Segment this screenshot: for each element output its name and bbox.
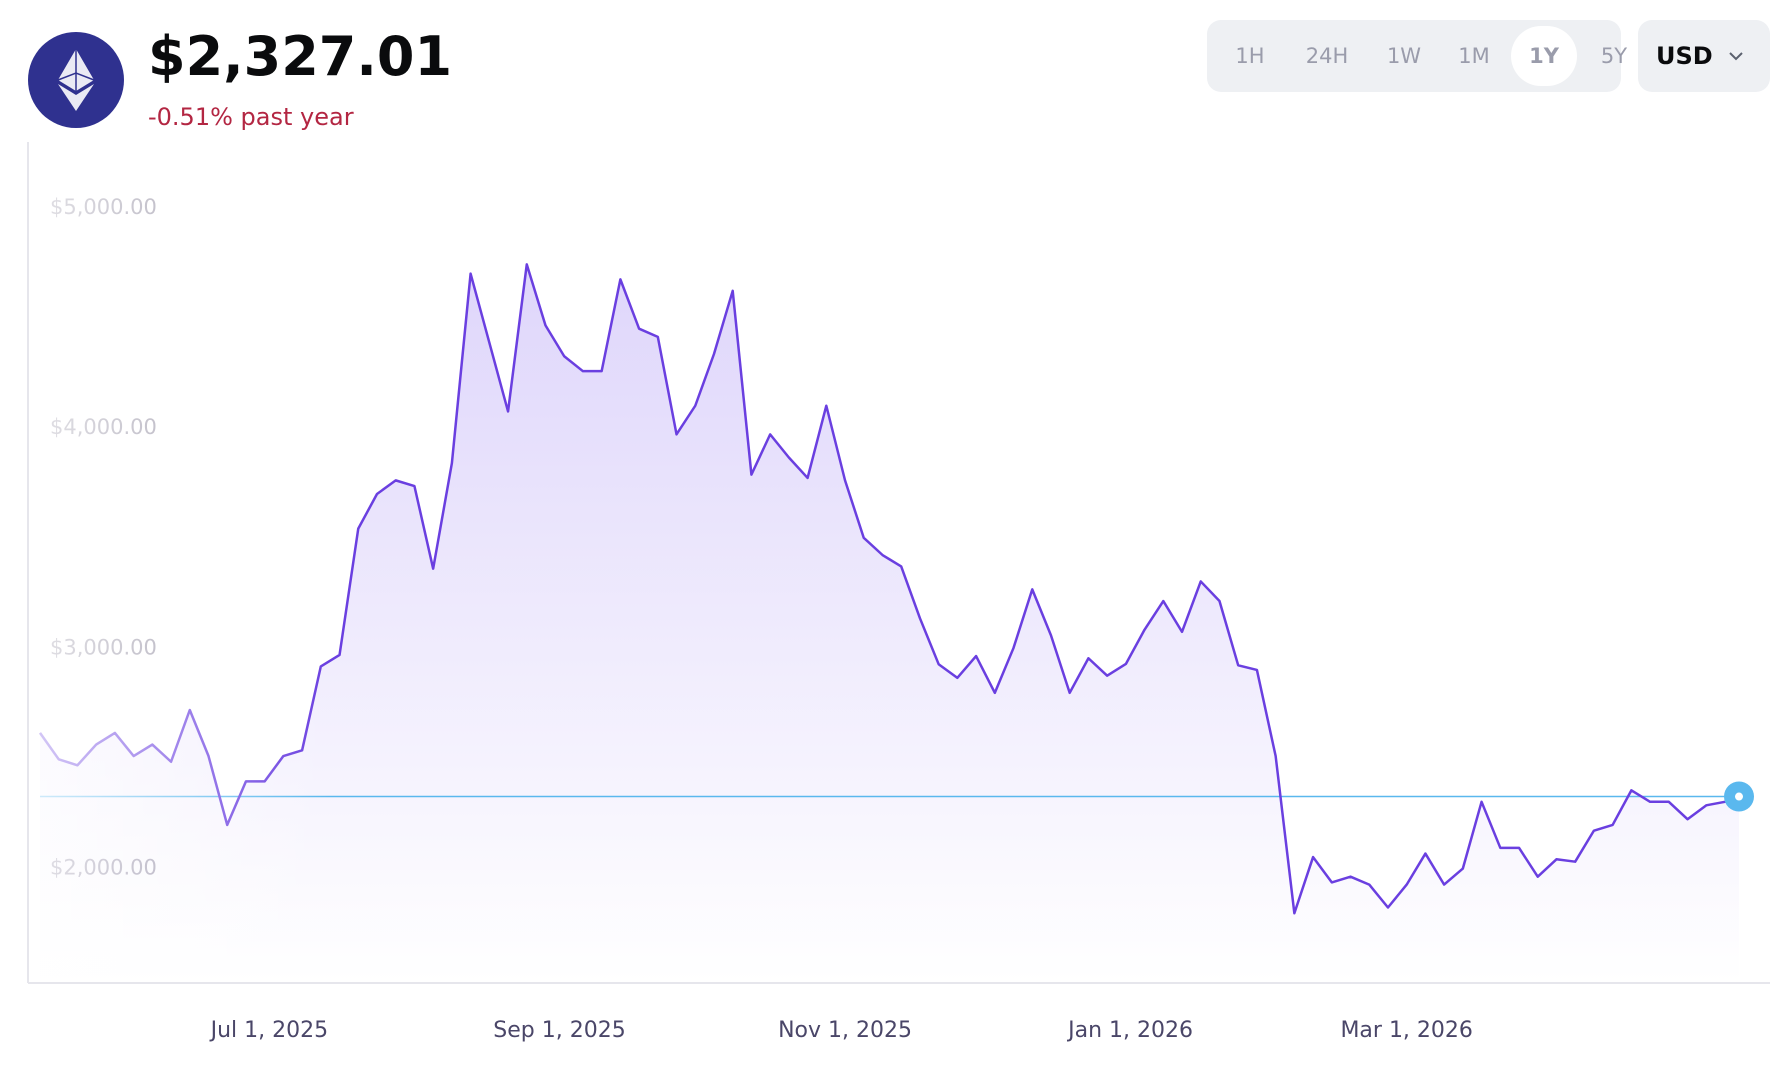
currency-selector[interactable] [1638,20,1770,92]
range-button[interactable]: 1M [1458,44,1489,68]
range-selected [1511,26,1577,86]
currency[interactable]: USD [1656,42,1713,70]
current-point-center [1735,792,1743,801]
x-tick-label: Mar 1, 2026 [1340,1018,1472,1043]
x-tick-label: Jan 1, 2026 [1066,1018,1193,1043]
x-tick-label: Nov 1, 2025 [778,1018,912,1043]
price-change: -0.51% past year [148,103,354,131]
range-button[interactable]: 1W [1387,44,1421,68]
x-tick-label: Sep 1, 2025 [493,1018,625,1043]
x-tick-label: Jul 1, 2025 [209,1018,329,1043]
range-button[interactable]: 24H [1306,44,1349,68]
line-fade [30,142,330,981]
range-button[interactable]: 5Y [1601,44,1627,68]
range-button[interactable]: 1Y [1529,44,1560,68]
price-area [40,264,1739,983]
eth-icon [57,49,95,111]
price: $2,327.01 [148,25,452,88]
chevron [1729,52,1743,61]
range-button[interactable]: 1H [1235,44,1264,68]
